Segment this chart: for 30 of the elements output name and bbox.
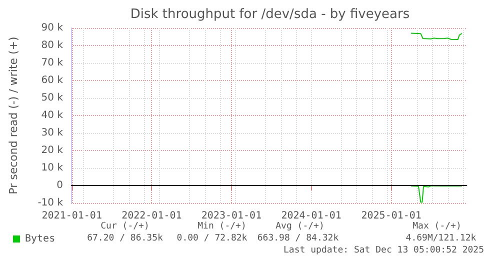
x-tick-label: 2021-01-01: [42, 210, 102, 222]
text: Min (-/+): [198, 222, 246, 232]
y-tick-label: -10 k: [38, 198, 64, 208]
x-tick-label: 2024-01-01: [281, 210, 342, 222]
y-tick-label: 40 k: [41, 110, 64, 121]
y-tick-label: 0: [56, 180, 63, 191]
x-tick-label: 2025-01-01: [361, 210, 422, 222]
text: Avg (-/+): [276, 222, 324, 232]
text: Max (-/+): [412, 222, 462, 232]
y-axis-title: Pr second read (-) / write (+): [7, 36, 20, 194]
text: 67.20 / 86.35k: [87, 234, 164, 244]
line-series: [410, 185, 462, 203]
y-tick-label: 20 k: [41, 145, 64, 156]
legend-label: Bytes: [25, 234, 56, 244]
x-tick-label: 2022-01-01: [122, 210, 182, 222]
y-tick-label: 10 k: [41, 162, 64, 174]
y-tick-label: 30 k: [41, 128, 64, 138]
x-tick-label: 2023-01-01: [201, 210, 262, 222]
y-tick-label: 70 k: [41, 58, 64, 68]
text: 663.98 / 84.32k: [257, 234, 340, 244]
text: Cur (-/+): [100, 222, 150, 232]
chart-title: Disk throughput for /dev/sda - by fiveyears: [130, 7, 410, 22]
y-tick-label: 80 k: [41, 40, 64, 51]
text: Last update: Sat Dec 13 05:00:52 2025: [284, 246, 484, 256]
y-tick-label: 60 k: [41, 75, 64, 86]
text: 0.00 / 72.82k: [176, 234, 248, 244]
y-tick-label: 90 k: [41, 22, 64, 34]
line-series: [410, 32, 462, 40]
y-tick-label: 50 k: [41, 92, 64, 104]
text: 4.69M/121.12k: [406, 234, 477, 244]
